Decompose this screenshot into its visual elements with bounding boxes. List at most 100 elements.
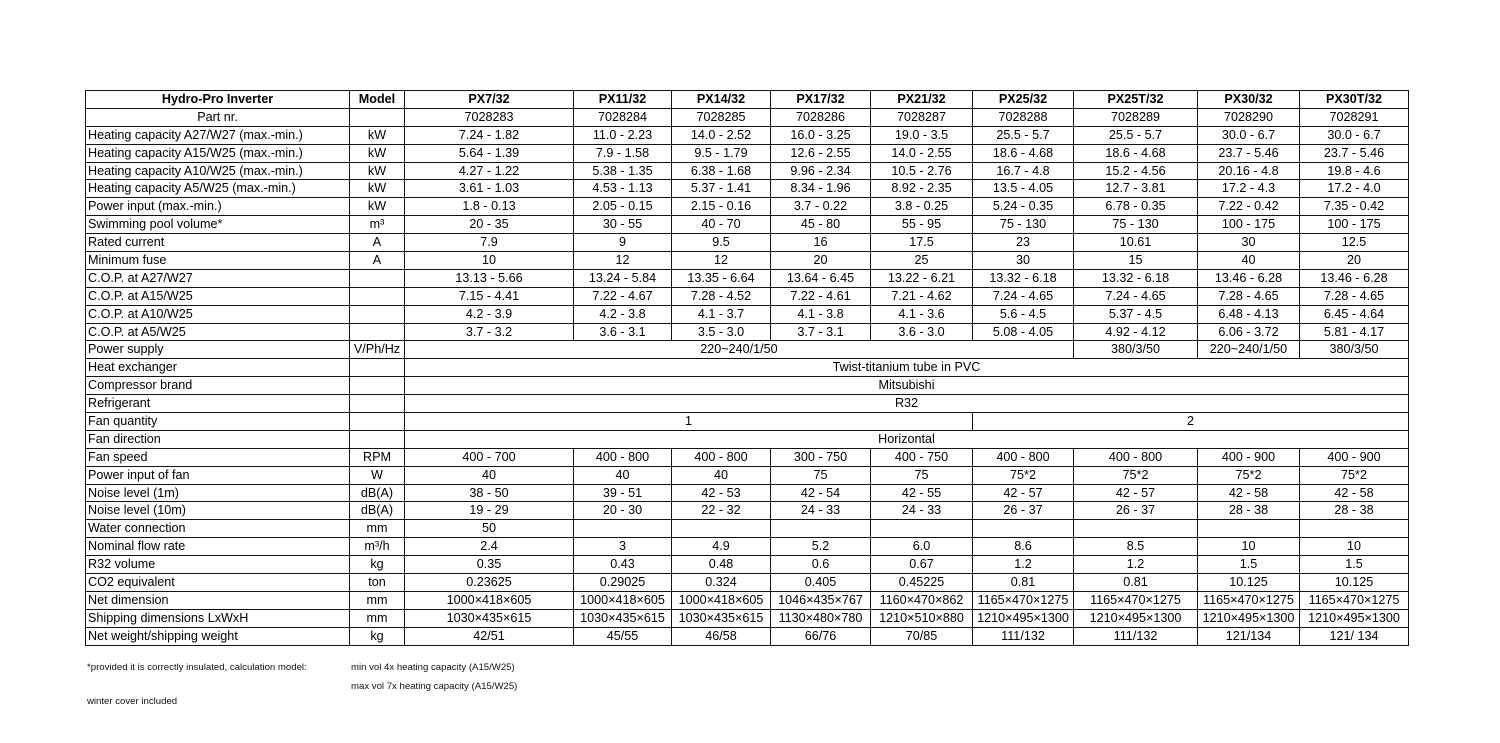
table-cell: 7.35 - 0.42 [1299, 197, 1409, 217]
table-cell: 28 - 38 [1197, 501, 1300, 521]
row-unit: kW [349, 161, 405, 181]
row-label: C.O.P. at A27/W27 [85, 268, 350, 288]
table-cell: 19 - 29 [404, 501, 574, 521]
table-row: C.O.P. at A27/W27 13.13 - 5.66 13.24 - 5.8… [85, 268, 1409, 288]
row-label: Minimum fuse [85, 251, 350, 270]
table-cell: 17.5 [870, 233, 973, 253]
table-cell: 220~240/1/50 [404, 340, 1074, 360]
table-cell: 50 [404, 519, 574, 539]
table-row: Power input (max.-min.) kW 1.8 - 0.13 2.05 … [85, 197, 1409, 217]
table-cell: 20.16 - 4.8 [1197, 161, 1300, 181]
row-label: Power supply [85, 340, 350, 360]
table-row: Heating capacity A15/W25 (max.-min.) kW 5.… [85, 143, 1409, 163]
table-cell: 6.06 - 3.72 [1197, 322, 1300, 342]
table-cell: 6.38 - 1.68 [671, 161, 771, 181]
table-row: C.O.P. at A10/W25 4.2 - 3.9 4.2 - 3.8 4.1 -… [85, 304, 1409, 324]
table-cell: 45/55 [573, 626, 672, 646]
table-cell: 5.38 - 1.35 [573, 161, 672, 181]
table-cell: 1165×470×1275 [1197, 590, 1300, 610]
table-cell: 26 - 37 [1073, 501, 1198, 521]
table-cell: 30 - 55 [573, 215, 672, 235]
table-cell: 1130×480×780 [770, 608, 871, 628]
table-cell [1299, 519, 1409, 539]
row-unit [349, 394, 405, 414]
table-cell: 20 [1299, 251, 1409, 270]
row-unit [349, 322, 405, 342]
row-label: Shipping dimensions LxWxH [85, 608, 350, 628]
table-cell: 1030×435×615 [671, 608, 771, 628]
table-cell: Twist-titanium tube in PVC [404, 358, 1409, 378]
table-cell: 7.28 - 4.65 [1197, 286, 1300, 306]
table-cell: 4.1 - 3.8 [770, 304, 871, 324]
table-cell: 400 - 800 [1073, 447, 1198, 467]
table-cell: 5.64 - 1.39 [404, 143, 574, 163]
table-cell: 1165×470×1275 [972, 590, 1074, 610]
row-unit: ton [349, 573, 405, 592]
table-cell: 26 - 37 [972, 501, 1074, 521]
table-cell: 42 - 54 [770, 483, 871, 503]
table-cell: 42 - 58 [1299, 483, 1409, 503]
table-cell: 1210×495×1300 [972, 608, 1074, 628]
table-cell: 400 - 900 [1299, 447, 1409, 467]
table-cell [972, 519, 1074, 539]
row-unit: V/Ph/Hz [349, 340, 405, 360]
row-unit [349, 268, 405, 288]
table-row: Refrigerant R32 [85, 394, 1409, 414]
model-header: PX30/32 [1197, 90, 1300, 109]
row-label: Net weight/shipping weight [85, 626, 350, 646]
table-cell: 14.0 - 2.55 [870, 143, 973, 163]
table-cell: 0.324 [671, 573, 771, 592]
table-cell: 18.6 - 4.68 [1073, 143, 1198, 163]
table-cell: 7028289 [1073, 107, 1198, 127]
table-cell: 0.6 [770, 555, 871, 575]
table-cell: 5.2 [770, 537, 871, 557]
table-cell: 19.8 - 4.6 [1299, 161, 1409, 181]
table-cell: 7.28 - 4.65 [1299, 286, 1409, 306]
table-cell: 4.53 - 1.13 [573, 179, 672, 199]
table-cell: 13.64 - 6.45 [770, 268, 871, 288]
row-unit [349, 286, 405, 306]
table-row: C.O.P. at A15/W25 7.15 - 4.41 7.22 - 4.67 7… [85, 286, 1409, 306]
table-cell [1073, 519, 1198, 539]
row-unit: A [349, 251, 405, 270]
table-cell: 25 [870, 251, 973, 270]
row-label: CO2 equivalent [85, 573, 350, 592]
table-cell: 75*2 [1299, 465, 1409, 485]
table-cell: 400 - 800 [671, 447, 771, 467]
table-cell: 5.6 - 4.5 [972, 304, 1074, 324]
table-cell: 1030×435×615 [404, 608, 574, 628]
table-cell: 3.6 - 3.0 [870, 322, 973, 342]
table-cell: 1.5 [1197, 555, 1300, 575]
row-unit: kg [349, 626, 405, 646]
footnote-max-vol: max vol 7x heating capacity (A15/W25) [351, 681, 518, 692]
table-cell: 9.96 - 2.34 [770, 161, 871, 181]
table-cell: 55 - 95 [870, 215, 973, 235]
table-cell: 8.92 - 2.35 [870, 179, 973, 199]
table-cell: 5.81 - 4.17 [1299, 322, 1409, 342]
table-cell: 10 [1299, 537, 1409, 557]
row-unit [349, 429, 405, 449]
row-label: Noise level (10m) [85, 501, 350, 521]
table-row: Fan quantity 1 2 [85, 412, 1409, 431]
table-cell: 7.21 - 4.62 [870, 286, 973, 306]
table-cell: 45 - 80 [770, 215, 871, 235]
table-cell: 7.24 - 1.82 [404, 125, 574, 145]
table-cell: 6.45 - 4.64 [1299, 304, 1409, 324]
table-cell: 42 - 55 [870, 483, 973, 503]
table-cell: 12.5 [1299, 233, 1409, 253]
row-label: Fan quantity [85, 412, 350, 431]
table-cell: 42/51 [404, 626, 574, 646]
table-cell [870, 519, 973, 539]
table-row: Compressor brand Mitsubishi [85, 376, 1409, 396]
table-cell: Horizontal [404, 429, 1409, 449]
table-cell: 22 - 32 [671, 501, 771, 521]
table-cell: 8.5 [1073, 537, 1198, 557]
table-cell: 23.7 - 5.46 [1197, 143, 1300, 163]
table-cell: 20 [770, 251, 871, 270]
table-cell: 75 [770, 465, 871, 485]
table-row: Minimum fuse A 10 12 12 20 25 30 15 40 20 [85, 251, 1409, 270]
table-cell: 400 - 800 [972, 447, 1074, 467]
table-cell: 75*2 [972, 465, 1074, 485]
table-cell: 1.5 [1299, 555, 1409, 575]
table-cell: 3.61 - 1.03 [404, 179, 574, 199]
